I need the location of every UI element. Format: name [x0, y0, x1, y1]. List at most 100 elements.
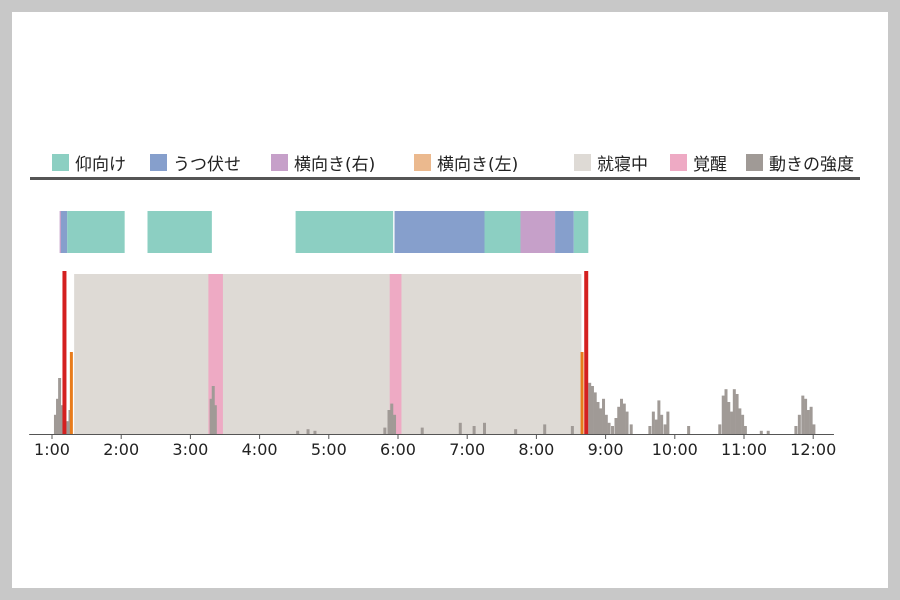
movement-bar — [306, 429, 310, 434]
legend-item-side-right: 横向き(右) — [271, 148, 375, 176]
movement-bar — [732, 389, 736, 434]
posture-segment — [60, 211, 68, 253]
x-tick-label: 7:00 — [449, 440, 485, 459]
marker-layer — [62, 271, 589, 434]
movement-bar — [806, 410, 810, 434]
movement-bar — [721, 395, 725, 434]
movement-bar — [570, 426, 574, 434]
sleep-onset-marker — [580, 352, 584, 434]
movement-bar — [743, 426, 747, 434]
posture-segment — [520, 211, 556, 253]
sleeping-band — [74, 274, 582, 434]
legend-swatch-supine — [52, 153, 69, 171]
legend-label-movement: 動きの強度 — [769, 154, 854, 175]
x-tick-label: 9:00 — [588, 440, 624, 459]
movement-bar — [724, 389, 728, 434]
movement-bar — [741, 414, 745, 434]
movement-bar — [66, 421, 70, 434]
movement-bar — [794, 426, 798, 434]
bed-marker — [584, 271, 589, 434]
x-axis: 1:00 2:00 3:00 4:00 5:00 6:00 7:00 8:00 9:00 10:0… — [29, 434, 836, 459]
movement-bar — [211, 386, 215, 434]
movement-bar — [651, 411, 655, 434]
legend-swatch-prone — [150, 153, 167, 171]
movement-bar — [629, 424, 633, 434]
legend-swatch-movement — [746, 153, 763, 171]
legend: 仰向け うつ伏せ 横向き(右) 横向き(左) 就寝中 覚醒 動きの強度 — [40, 148, 870, 176]
movement-bar — [53, 414, 57, 434]
movement-bar — [387, 410, 391, 434]
movement-bar — [611, 426, 615, 434]
movement-bar — [759, 430, 763, 434]
movement-bar — [812, 424, 816, 434]
awake-band — [389, 274, 402, 434]
movement-bar — [654, 419, 658, 434]
movement-bar — [614, 418, 618, 434]
legend-item-awake: 覚醒 — [670, 148, 727, 176]
legend-item-supine: 仰向け — [52, 148, 126, 176]
posture-segment — [394, 211, 485, 253]
movement-bar — [738, 408, 742, 434]
movement-bar — [804, 398, 808, 434]
sleep-onset-marker — [69, 352, 73, 434]
legend-item-prone: うつ伏せ — [150, 148, 241, 176]
legend-item-sleeping: 就寝中 — [574, 148, 648, 176]
posture-segment — [147, 211, 212, 253]
movement-bar — [766, 430, 770, 434]
x-tick-label: 8:00 — [518, 440, 554, 459]
movement-bar — [60, 405, 64, 434]
movement-bar — [483, 422, 486, 434]
legend-label-prone: うつ伏せ — [173, 154, 241, 175]
posture-segment — [484, 211, 521, 253]
movement-bar — [660, 414, 664, 434]
movement-bar — [809, 406, 813, 434]
x-tick-label: 5:00 — [311, 440, 347, 459]
movement-bar — [666, 411, 670, 434]
x-tick-label: 11:00 — [721, 440, 767, 459]
movement-bar — [730, 411, 734, 434]
movement-bar — [657, 400, 661, 434]
legend-swatch-sleeping — [574, 153, 591, 171]
legend-item-side-left: 横向き(左) — [414, 148, 518, 176]
legend-divider — [30, 177, 860, 180]
bed-marker — [62, 271, 67, 434]
movement-bar — [648, 426, 652, 434]
movement-bar — [735, 394, 739, 434]
posture-segment — [59, 211, 61, 253]
movement-bar — [209, 398, 213, 434]
movement-bar — [58, 378, 62, 434]
movement-bar — [213, 405, 217, 434]
movement-bar — [390, 403, 394, 434]
movement-bar — [625, 411, 629, 434]
movement-bar — [797, 414, 801, 434]
movement-bar — [383, 427, 387, 434]
movement-bar — [458, 422, 462, 434]
movement-bar — [393, 414, 397, 434]
movement-bar — [602, 398, 606, 434]
legend-label-side-right: 横向き(右) — [294, 154, 376, 175]
movement-bar — [313, 430, 317, 434]
movement-bar — [801, 395, 805, 434]
movement-bar — [593, 392, 597, 434]
movement-bar — [727, 402, 731, 434]
x-tick-label: 4:00 — [242, 440, 278, 459]
movement-bar — [543, 424, 547, 434]
x-tick-label: 2:00 — [103, 440, 139, 459]
legend-item-movement: 動きの強度 — [746, 148, 854, 176]
movement-bar — [599, 408, 603, 434]
movement-bar — [590, 386, 594, 434]
movement-bar — [607, 422, 611, 434]
legend-label-side-left: 横向き(左) — [437, 154, 519, 175]
movement-bar — [663, 424, 667, 434]
legend-label-awake: 覚醒 — [693, 154, 727, 175]
posture-layer — [59, 211, 589, 253]
posture-segment — [555, 211, 574, 253]
x-tick-label: 3:00 — [172, 440, 208, 459]
x-tick-label: 12:00 — [790, 440, 836, 459]
movement-bar — [604, 414, 608, 434]
posture-segment — [573, 211, 589, 253]
movement-bar — [296, 430, 300, 434]
x-tick-label: 6:00 — [380, 440, 416, 459]
legend-swatch-side-right — [271, 153, 288, 171]
